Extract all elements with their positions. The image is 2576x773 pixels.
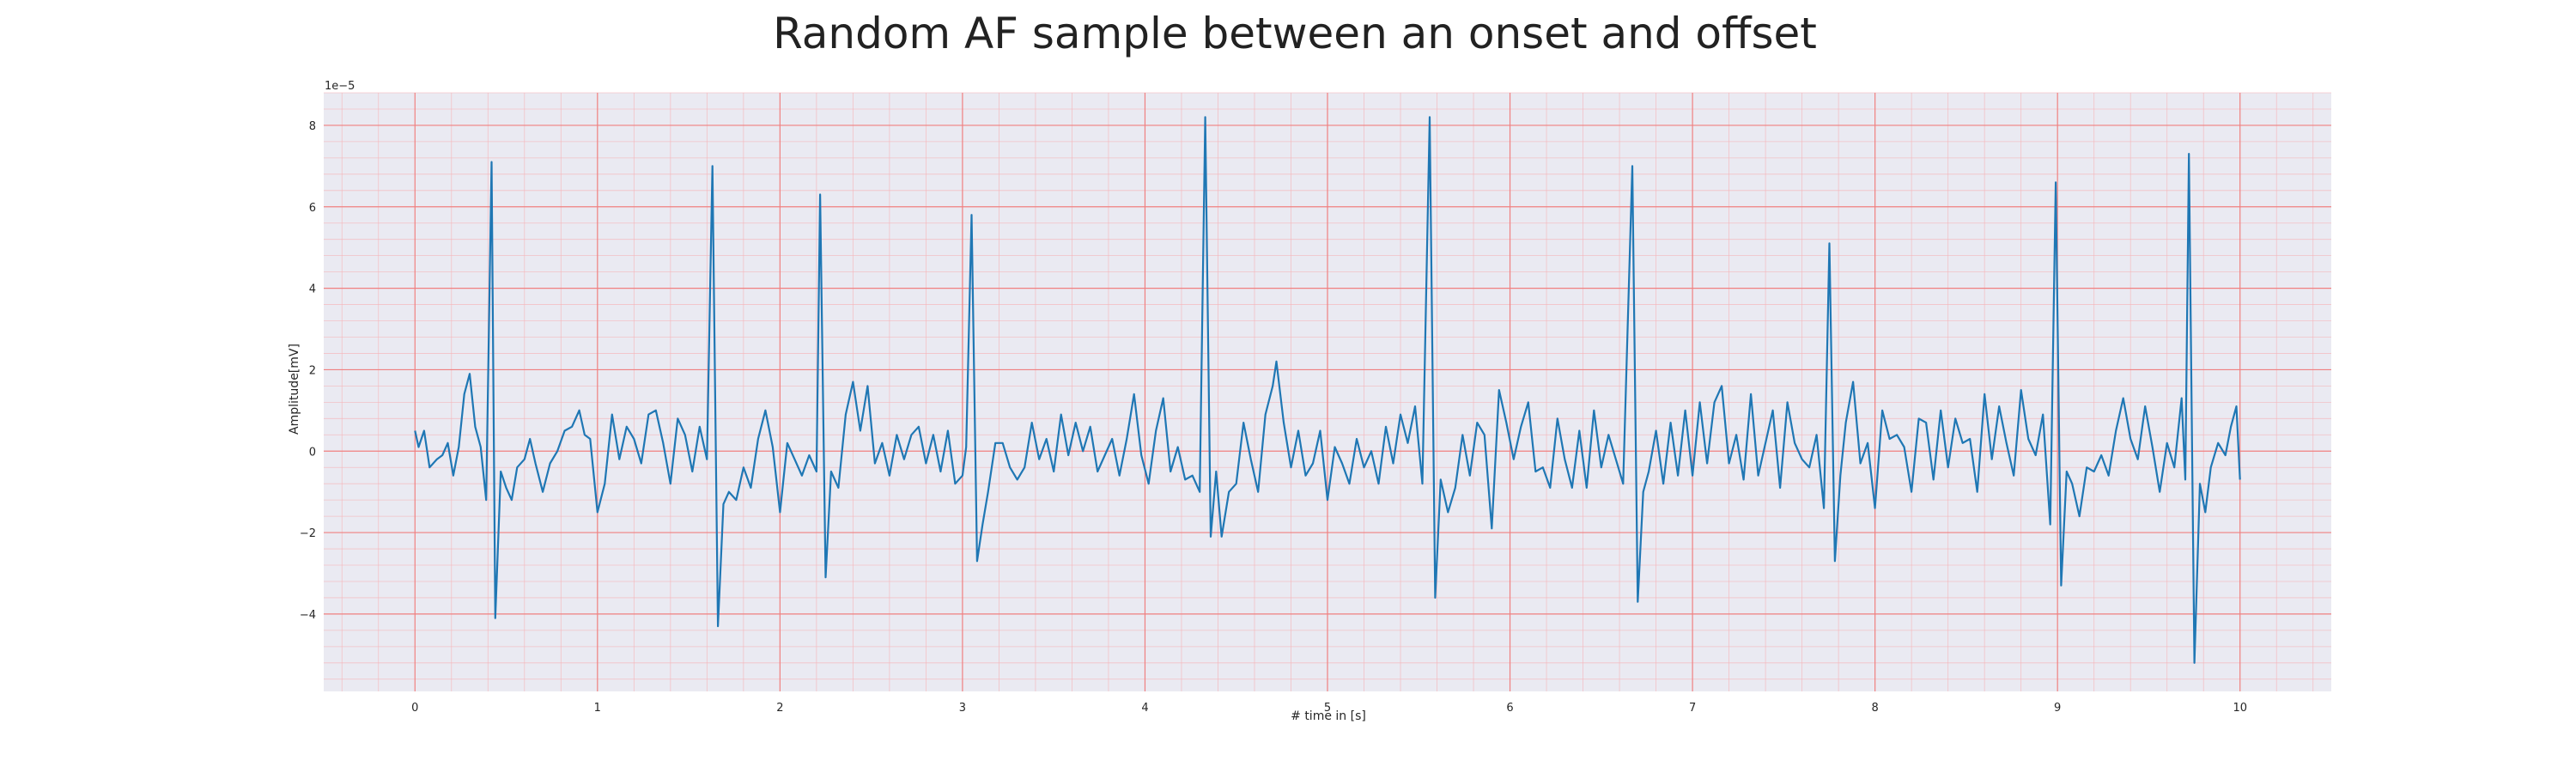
x-tick-label: 1 [594, 702, 601, 715]
y-axis-label: Amplitude[mV] [288, 344, 301, 435]
y-offset-label: 1e−5 [325, 80, 355, 93]
y-tick-label: −4 [300, 609, 316, 622]
x-axis-label: # time in [s] [1291, 709, 1366, 723]
y-tick-label: −2 [300, 527, 316, 540]
y-tick-label: 6 [309, 202, 316, 215]
x-tick-label: 0 [411, 702, 418, 715]
major-grid [324, 93, 2331, 691]
x-tick-label: 7 [1689, 702, 1696, 715]
x-tick-label: 2 [776, 702, 783, 715]
y-tick-label: 8 [309, 120, 316, 133]
x-tick-label: 8 [1871, 702, 1878, 715]
x-tick-label: 6 [1506, 702, 1513, 715]
x-tick-label: 5 [1324, 702, 1331, 715]
y-tick-label: 0 [309, 446, 316, 459]
y-tick-label: 4 [309, 283, 316, 296]
x-axis-ticks: 0 1 2 3 4 5 6 7 8 9 10 [411, 702, 2247, 715]
chart-title: Random AF sample between an onset and of… [773, 9, 1817, 58]
plot-area [324, 92, 2331, 691]
x-tick-label: 9 [2054, 702, 2061, 715]
x-tick-label: 3 [959, 702, 966, 715]
x-tick-label: 10 [2233, 702, 2247, 715]
series-line [414, 116, 2241, 664]
y-axis-ticks: −4 −2 0 2 4 6 8 [300, 120, 316, 622]
x-tick-label: 4 [1141, 702, 1148, 715]
y-tick-label: 2 [309, 364, 316, 377]
